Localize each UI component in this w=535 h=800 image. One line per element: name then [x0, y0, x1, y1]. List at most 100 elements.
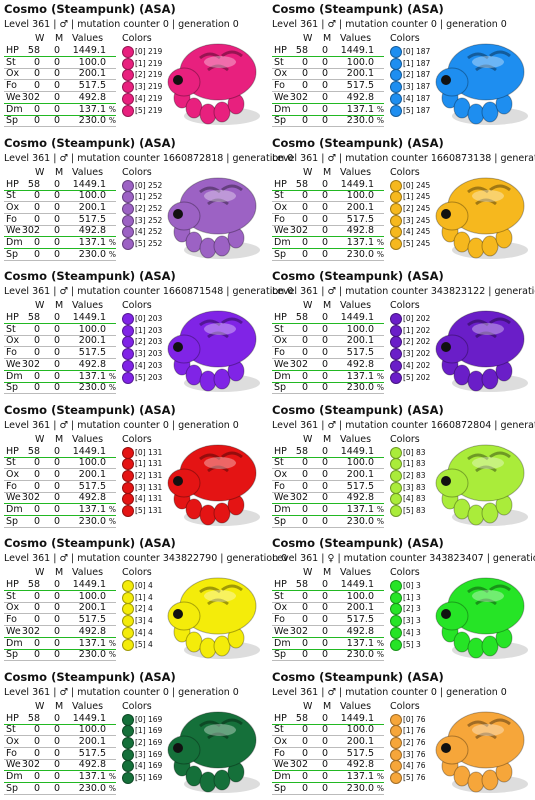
color-label: [4] 202 [403, 360, 431, 370]
column-header: M [323, 567, 332, 578]
color-swatch [122, 481, 134, 494]
stat-value: 100.0 [346, 323, 374, 335]
stat-value: 1449.1 [340, 45, 374, 56]
color-label: [5] 169 [135, 773, 163, 782]
creature-image [167, 43, 260, 125]
color-swatch [122, 493, 134, 506]
stat-name: St [6, 323, 16, 335]
stat-row: St 0 0 100.0 [4, 591, 116, 603]
stat-row: Dm 0 0 137.1% [4, 638, 116, 650]
color-swatch [390, 359, 402, 372]
stat-row: HP 58 0 1449.1 [272, 446, 384, 458]
column-header: M [323, 166, 332, 178]
creature-card: Cosmo (Steampunk) (ASA) Level 361 | ♀ | m… [268, 534, 535, 667]
stat-row: HP 58 0 1449.1 [272, 579, 384, 591]
stat-name: Fo [6, 747, 17, 759]
stat-name: Sp [6, 782, 19, 794]
color-swatch [390, 713, 402, 726]
creature-part [199, 317, 243, 339]
creature-part [472, 590, 504, 602]
card-title: Cosmo (Steampunk) (ASA) [272, 536, 444, 550]
stat-row: St 0 0 100.0 [4, 724, 116, 737]
color-label: [1] 76 [403, 726, 426, 736]
color-swatch [390, 81, 402, 94]
color-swatch [390, 638, 402, 651]
stat-mutation: 0 [321, 579, 328, 590]
stat-value: 100.0 [78, 56, 106, 68]
stat-name: Sp [274, 782, 287, 794]
color-label: [1] 131 [135, 459, 163, 469]
stat-mutation: 0 [53, 649, 60, 661]
stat-name: Ox [274, 735, 288, 747]
stat-row: Sp 0 0 230.0% [272, 783, 384, 795]
stat-mutation: 0 [53, 735, 60, 747]
color-swatch [390, 191, 402, 204]
stat-name: Ox [274, 201, 288, 213]
creature-part [435, 67, 469, 97]
color-label: [3] 202 [403, 349, 431, 359]
stat-mutation: 0 [53, 178, 60, 190]
color-label: [0] 252 [135, 180, 163, 190]
creature-part [467, 504, 485, 525]
creature-image [167, 577, 260, 659]
column-header: W [35, 567, 45, 578]
creature-part [467, 637, 485, 659]
creature-part [467, 317, 511, 339]
color-label: [0] 202 [403, 314, 431, 323]
stat-unit: % [376, 104, 384, 114]
stat-unit: % [108, 650, 116, 660]
stat-value: 230.0 [346, 382, 374, 394]
color-swatch [122, 458, 134, 471]
color-swatch [122, 324, 134, 337]
stat-value: 100.0 [346, 457, 374, 469]
stat-mutation: 0 [53, 335, 60, 347]
stat-mutation: 0 [53, 382, 60, 394]
stat-name: Sp [274, 115, 287, 127]
stat-wild: 302 [21, 625, 40, 637]
color-swatch [390, 371, 402, 384]
stat-value: 200.1 [78, 602, 106, 614]
stat-value: 1449.1 [340, 579, 374, 590]
creature-part [435, 601, 469, 631]
card-info: Level 361 | ♂ | mutation counter 1660873… [272, 152, 535, 164]
stat-row: Sp 0 0 230.0% [272, 382, 384, 395]
stat-value: 200.1 [346, 335, 374, 347]
color-swatch [122, 736, 134, 749]
color-swatch [122, 626, 134, 639]
stat-wild: 0 [301, 248, 308, 260]
stat-row: Fo 0 0 517.5 [272, 214, 384, 226]
stat-unit: % [108, 383, 116, 393]
card-info: Level 361 | ♂ | mutation counter 0 | gen… [4, 19, 239, 30]
stat-mutation: 0 [53, 724, 60, 736]
stat-mutation: 0 [321, 747, 328, 759]
stat-wild: 302 [289, 358, 308, 370]
stat-wild: 0 [301, 590, 308, 602]
stat-mutation: 0 [53, 80, 60, 92]
stat-row: Fo 0 0 517.5 [272, 481, 384, 493]
stat-row: Dm 0 0 137.1% [4, 771, 116, 783]
stat-row: St 0 0 100.0 [4, 457, 116, 470]
creature-part [204, 456, 236, 469]
column-header: Values [72, 166, 104, 178]
stat-value: 1449.1 [340, 178, 374, 190]
creature-part [213, 502, 231, 523]
stat-mutation: 0 [321, 712, 328, 724]
creature-part [213, 101, 231, 123]
column-header: W [35, 700, 45, 712]
column-header: W [303, 33, 313, 44]
color-label: [3] 219 [135, 82, 163, 92]
stat-mutation: 0 [321, 248, 328, 260]
stat-row: St 0 0 100.0 [4, 324, 116, 336]
color-label: [5] 83 [403, 506, 426, 515]
card-title: Cosmo (Steampunk) (ASA) [272, 269, 444, 283]
stat-row: Sp 0 0 230.0% [4, 649, 116, 662]
color-swatch [390, 92, 402, 105]
creature-part [167, 201, 201, 230]
color-label: [0] 219 [135, 47, 163, 56]
stat-mutation: 0 [53, 358, 60, 370]
stat-mutation: 0 [321, 335, 328, 347]
stat-value: 137.1 [78, 504, 106, 515]
stat-name: HP [6, 45, 19, 56]
stat-value: 517.5 [78, 480, 106, 492]
stat-mutation: 0 [321, 347, 328, 359]
